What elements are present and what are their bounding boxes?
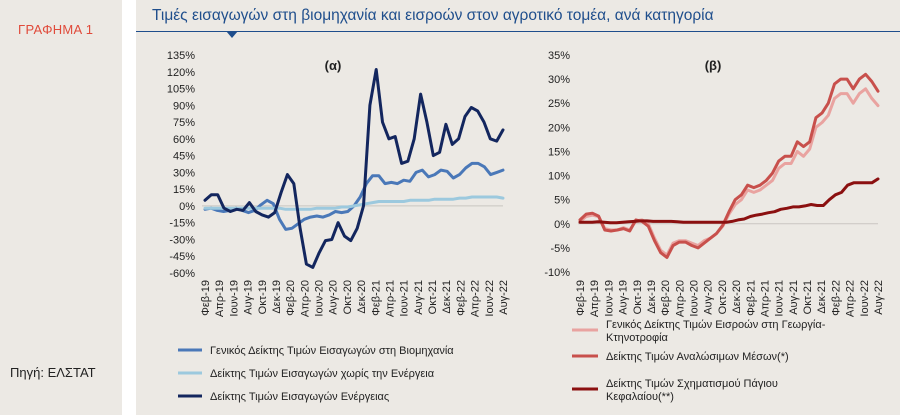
x-tick-label: Απρ-19 xyxy=(214,280,226,317)
y-tick-label: -10% xyxy=(544,267,570,279)
x-tick-label: Ιουν-22 xyxy=(484,280,496,317)
x-tick-label: Ιουν-20 xyxy=(314,280,326,317)
x-tick-label: Απρ-22 xyxy=(845,280,857,317)
x-tick-label: Ιουν-21 xyxy=(399,280,411,317)
source-note: Πηγή: ΕΛΣΤΑΤ xyxy=(10,365,96,380)
x-tick-label: Φεβ-19 xyxy=(200,280,212,316)
x-tick-label: Αυγ-22 xyxy=(498,280,510,315)
figure-label: ΓΡΑΦΗΜΑ 1 xyxy=(18,22,94,37)
x-tick-label: Φεβ-20 xyxy=(285,280,297,316)
legend-label: Δείκτης Τιμών Εισαγωγών χωρίς την Ενέργε… xyxy=(210,368,435,380)
x-tick-label: Αυγ-19 xyxy=(243,280,255,315)
x-tick-label: Αυγ-21 xyxy=(413,280,425,315)
y-tick-label: 90% xyxy=(173,100,195,112)
x-tick-label: Οκτ-19 xyxy=(257,280,269,314)
x-tick-label: Οκτ-21 xyxy=(427,280,439,314)
x-tick-label: Ιουν-22 xyxy=(859,280,871,317)
y-tick-label: -60% xyxy=(169,268,195,280)
legend-label: Δείκτης Τιμών Αναλώσιμων Μέσων(*) xyxy=(606,351,789,363)
title-rule xyxy=(136,31,900,32)
series-line-2-3 xyxy=(578,177,880,225)
x-tick-label: Απρ-22 xyxy=(470,280,482,317)
left-side-panel: ΓΡΑΦΗΜΑ 1 Πηγή: ΕΛΣΤΑΤ xyxy=(0,0,122,415)
y-tick-label: 30% xyxy=(173,167,195,179)
x-tick-label: Απρ-20 xyxy=(674,280,686,317)
x-tick-label: Αυγ-20 xyxy=(328,280,340,315)
y-tick-label: 45% xyxy=(173,151,195,163)
x-tick-label: Αυγ-21 xyxy=(788,280,800,315)
x-tick-label: Αυγ-20 xyxy=(703,280,715,315)
y-tick-label: -45% xyxy=(169,251,195,263)
x-tick-label: Φεβ-22 xyxy=(455,280,467,316)
x-tick-label: Φεβ-20 xyxy=(660,280,672,316)
x-tick-label: Φεβ-22 xyxy=(830,280,842,316)
x-tick-label: Φεβ-19 xyxy=(575,280,587,316)
y-tick-label: 60% xyxy=(173,134,195,146)
series-line-1-3 xyxy=(203,68,505,269)
x-tick-label: Απρ-20 xyxy=(299,280,311,317)
x-tick-label: Οκτ-20 xyxy=(342,280,354,314)
legend-label: Γενικός Δείκτης Τιμών Εισαγωγών στη Βιομ… xyxy=(210,345,454,357)
x-tick-label: Φεβ-21 xyxy=(745,280,757,316)
x-tick-label: Δεκ-19 xyxy=(271,280,283,314)
y-tick-label: 0% xyxy=(554,219,570,231)
y-tick-label: 25% xyxy=(548,98,570,110)
y-tick-label: 20% xyxy=(548,122,570,134)
y-tick-label: 5% xyxy=(554,195,570,207)
y-tick-label: 135% xyxy=(167,50,195,62)
x-tick-label: Ιουν-20 xyxy=(689,280,701,317)
x-tick-label: Ιουν-21 xyxy=(774,280,786,317)
legend-label: Γενικός Δείκτης Τιμών Εισροών στη Γεωργί… xyxy=(606,319,826,344)
x-tick-label: Απρ-21 xyxy=(384,280,396,317)
y-tick-label: 35% xyxy=(548,50,570,62)
panel-label-1: (α) xyxy=(325,58,342,73)
figure-title: Τιμές εισαγωγών στη βιομηχανία και εισρο… xyxy=(152,7,714,24)
x-tick-label: Οκτ-21 xyxy=(802,280,814,314)
x-tick-label: Ιουν-19 xyxy=(228,280,240,317)
y-tick-label: 0% xyxy=(179,201,195,213)
x-tick-label: Απρ-19 xyxy=(589,280,601,317)
x-tick-label: Δεκ-19 xyxy=(646,280,658,314)
x-tick-label: Δεκ-20 xyxy=(731,280,743,314)
y-tick-label: 105% xyxy=(167,84,195,96)
y-tick-label: 15% xyxy=(548,146,570,158)
x-tick-label: Οκτ-20 xyxy=(717,280,729,314)
x-tick-label: Αυγ-19 xyxy=(618,280,630,315)
x-tick-label: Δεκ-20 xyxy=(356,280,368,314)
y-tick-label: 75% xyxy=(173,117,195,129)
x-tick-label: Φεβ-21 xyxy=(370,280,382,316)
y-tick-label: 120% xyxy=(167,67,195,79)
panel-label-2: (β) xyxy=(705,58,722,73)
series-line-1-1 xyxy=(203,161,505,231)
x-tick-label: Απρ-21 xyxy=(759,280,771,317)
title-notch-marker xyxy=(226,31,238,38)
legend-label: Δείκτης Τιμών Σχηματισμού Πάγιου Κεφαλαίο… xyxy=(606,378,778,403)
series-line-2-2 xyxy=(578,72,880,259)
y-tick-label: 30% xyxy=(548,74,570,86)
y-tick-label: -30% xyxy=(169,234,195,246)
legend-label: Δείκτης Τιμών Εισαγωγών Ενέργειας xyxy=(210,391,389,403)
x-tick-label: Δεκ-21 xyxy=(441,280,453,314)
y-tick-label: 15% xyxy=(173,184,195,196)
y-tick-label: 10% xyxy=(548,171,570,183)
x-tick-label: Δεκ-21 xyxy=(816,280,828,314)
x-tick-label: Ιουν-19 xyxy=(603,280,615,317)
y-tick-label: -5% xyxy=(550,243,570,255)
x-tick-label: Αυγ-22 xyxy=(873,280,885,315)
x-tick-label: Οκτ-19 xyxy=(632,280,644,314)
y-tick-label: -15% xyxy=(169,218,195,230)
